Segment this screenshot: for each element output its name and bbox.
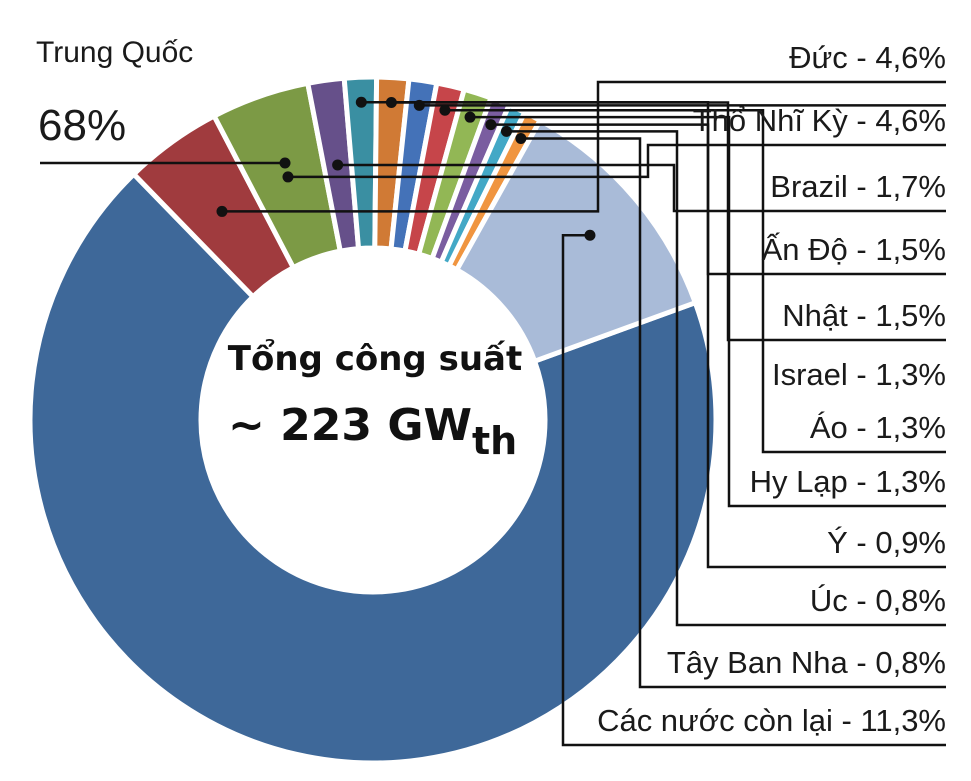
callout-dot-y [485, 119, 497, 131]
china-label: Trung Quốc [36, 36, 193, 69]
callout-label-tho-nhi-ky: Thổ Nhĩ Kỳ - 4,6% [693, 103, 946, 138]
donut-slices [27, 74, 719, 766]
callout-line-y [490, 123, 946, 569]
callout-line-cac-nuoc-con-lai [561, 233, 946, 747]
callout-line-tho-nhi-ky [287, 143, 946, 179]
callout-dot-israel [413, 99, 425, 111]
callout-line-hy-lap [470, 115, 946, 508]
callout-label-nhat: Nhật - 1,5% [782, 298, 946, 333]
callout-dot-tho-nhi-ky [282, 171, 294, 183]
callout-dot-hy-lap [464, 111, 476, 123]
callout-label-brazil: Brazil - 1,7% [770, 169, 946, 204]
callout-label-tay-ban-nha: Tây Ban Nha - 0,8% [667, 645, 946, 680]
callout-lines [40, 80, 946, 747]
callout-dot-cac-nuoc-con-lai [584, 229, 596, 241]
callout-dot-trung-quoc [279, 157, 291, 169]
callout-label-hy-lap: Hy Lạp - 1,3% [750, 464, 946, 499]
callout-label-ao: Áo - 1,3% [810, 410, 946, 445]
center-value-main: ~ 223 GW [228, 400, 472, 451]
center-value-subscript: th [472, 419, 517, 463]
china-value: 68% [38, 101, 126, 150]
slice-trung-quoc [27, 171, 719, 766]
callout-dot-ao [439, 104, 451, 116]
callout-dot-nhat [385, 97, 397, 109]
callout-label-israel: Israel - 1,3% [772, 357, 946, 392]
callout-line-brazil [337, 163, 946, 213]
callout-label-an-do: Ấn Độ - 1,5% [762, 232, 946, 267]
callout-label-duc: Đức - 4,6% [789, 40, 946, 75]
callout-labels: Đức - 4,6% Thổ Nhĩ Kỳ - 4,6% Brazil - 1,7%… [597, 40, 946, 738]
callout-label-y: Ý - 0,9% [827, 525, 946, 560]
center-value: ~ 223 GWth [228, 400, 517, 463]
callout-label-cac-nuoc-con-lai: Các nước còn lại - 11,3% [597, 703, 946, 738]
callout-line-ao [444, 108, 946, 454]
callout-label-uc: Úc - 0,8% [810, 583, 946, 618]
callout-line-tay-ban-nha [520, 137, 946, 689]
center-title: Tổng công suất [228, 338, 522, 379]
callout-dot-tay-ban-nha [515, 132, 527, 144]
callout-dot-duc [216, 205, 228, 217]
callout-dot-an-do [355, 96, 367, 108]
callout-dot-uc [500, 125, 512, 137]
callout-dot-brazil [332, 159, 344, 171]
callout-line-duc [221, 80, 946, 213]
callout-line-uc [506, 130, 946, 627]
